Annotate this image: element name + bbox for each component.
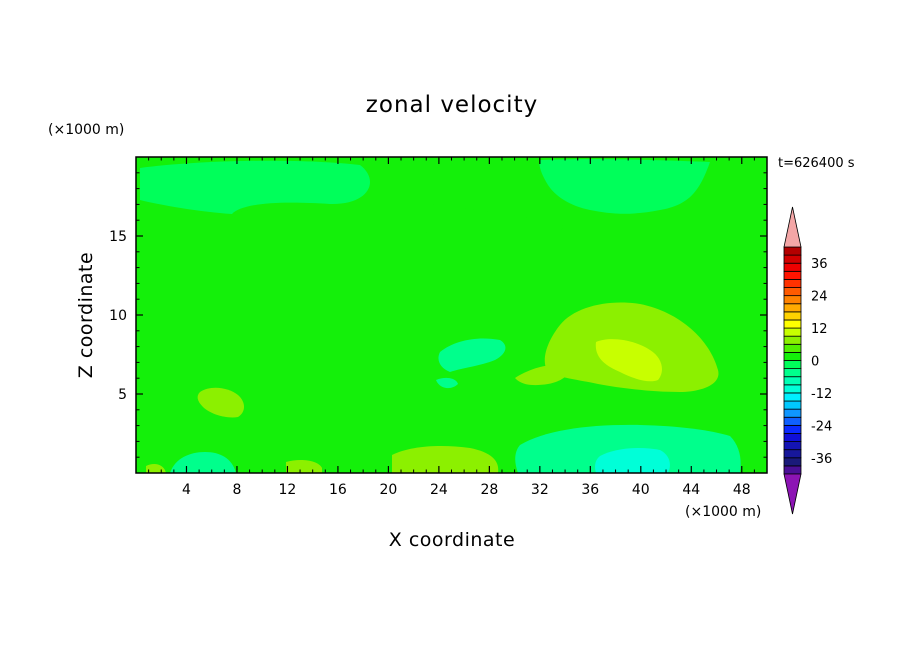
x-tick-label: 36 — [581, 482, 599, 498]
colorbar-segment — [783, 449, 802, 459]
colorbar-segment — [783, 384, 802, 394]
contour-negative-midlevel-blob — [438, 338, 506, 372]
x-tick-label: 44 — [682, 482, 700, 498]
x-tick: 44 — [682, 157, 700, 498]
x-tick: 32 — [531, 157, 549, 498]
colorbar-segment — [783, 376, 802, 386]
colorbar: -36 -24 -12 0 12 24 36 — [783, 206, 832, 515]
colorbar-segment — [783, 287, 802, 297]
colorbar-segment — [783, 270, 802, 280]
colorbar-tick-label: 0 — [811, 355, 819, 370]
x-tick-label: 8 — [232, 482, 241, 498]
colorbar-under-triangle — [783, 473, 802, 515]
colorbar-segment — [783, 254, 802, 264]
colorbar-segment — [783, 311, 802, 321]
time-label: t=626400 s — [778, 156, 855, 171]
x-tick-label: 28 — [480, 482, 498, 498]
colorbar-segment — [783, 351, 802, 361]
x-tick-label: 4 — [182, 482, 191, 498]
colorbar-segment — [783, 343, 802, 353]
x-tick: 48 — [733, 157, 751, 498]
x-tick: 8 — [232, 157, 241, 498]
x-tick-label: 12 — [279, 482, 297, 498]
x-tick: 28 — [480, 157, 498, 498]
x-tick: 20 — [379, 157, 397, 498]
x-unit-label: (×1000 m) — [685, 504, 761, 520]
contour-positive-tongue — [515, 364, 569, 386]
contour-negative-surface-strong — [595, 448, 670, 473]
colorbar-tick-label: 12 — [811, 322, 828, 337]
x-axis-title: X coordinate — [389, 529, 515, 551]
colorbar-segment — [783, 400, 802, 410]
colorbar-segment — [783, 457, 802, 467]
contour-negative-mid — [140, 160, 370, 214]
colorbar-segment — [783, 368, 802, 378]
x-tick-label: 40 — [632, 482, 650, 498]
x-tick: 4 — [182, 157, 191, 498]
colorbar-segment — [783, 335, 802, 345]
colorbar-segment — [783, 295, 802, 305]
colorbar-segment — [783, 408, 802, 418]
colorbar-segment — [783, 360, 802, 370]
colorbar-tick-label: -36 — [811, 452, 832, 467]
y-tick: 15 — [109, 229, 767, 245]
colorbar-segment — [783, 465, 802, 475]
x-tick: 16 — [329, 157, 347, 498]
x-tick-label: 32 — [531, 482, 549, 498]
colorbar-over-triangle — [783, 206, 802, 248]
plot-area — [136, 157, 767, 473]
x-tick: 12 — [279, 157, 297, 498]
y-unit-label: (×1000 m) — [48, 122, 124, 138]
x-tick-label: 20 — [379, 482, 397, 498]
colorbar-segment — [783, 433, 802, 442]
y-tick: 10 — [109, 308, 767, 324]
y-tick-label: 5 — [118, 387, 127, 403]
y-axis-title: Z coordinate — [75, 252, 97, 378]
contour-negative-upper-jet — [231, 199, 564, 235]
contour-surface-positive — [392, 446, 499, 473]
colorbar-segment — [783, 279, 802, 288]
y-tick-label: 10 — [109, 308, 127, 324]
y-tick-label: 15 — [109, 229, 127, 245]
contour-negative-midlevel-blob-2 — [436, 377, 458, 389]
contour-negative-mid-2 — [539, 159, 710, 214]
colorbar-segment — [783, 303, 802, 313]
x-tick-label: 24 — [430, 482, 448, 498]
contour-left-positive-patch — [197, 387, 244, 418]
colorbar-segment — [783, 262, 802, 272]
colorbar-segment — [783, 246, 802, 256]
x-tick: 40 — [632, 157, 650, 498]
colorbar-segment — [783, 441, 802, 451]
colorbar-segment — [783, 392, 802, 402]
colorbar-segment — [783, 319, 802, 329]
contour-positive-core-max — [595, 339, 662, 382]
colorbar-tick-label: 24 — [811, 290, 828, 305]
x-tick-label: 48 — [733, 482, 751, 498]
x-axis: 4 8 12 16 20 24 28 32 36 40 44 48 — [148, 157, 755, 498]
x-tick: 24 — [430, 157, 448, 498]
x-tick-label: 16 — [329, 482, 347, 498]
y-tick: 5 — [118, 387, 767, 403]
x-tick: 36 — [581, 157, 599, 498]
colorbar-tick-label: -24 — [811, 419, 832, 434]
colorbar-tick-label: -12 — [811, 387, 832, 402]
chart-title: zonal velocity — [366, 92, 538, 118]
colorbar-segment — [783, 416, 802, 426]
colorbar-segment — [783, 327, 802, 337]
colorbar-segment — [783, 424, 802, 434]
y-axis: 5 10 15 — [109, 172, 767, 458]
colorbar-tick-label: 36 — [811, 257, 828, 272]
